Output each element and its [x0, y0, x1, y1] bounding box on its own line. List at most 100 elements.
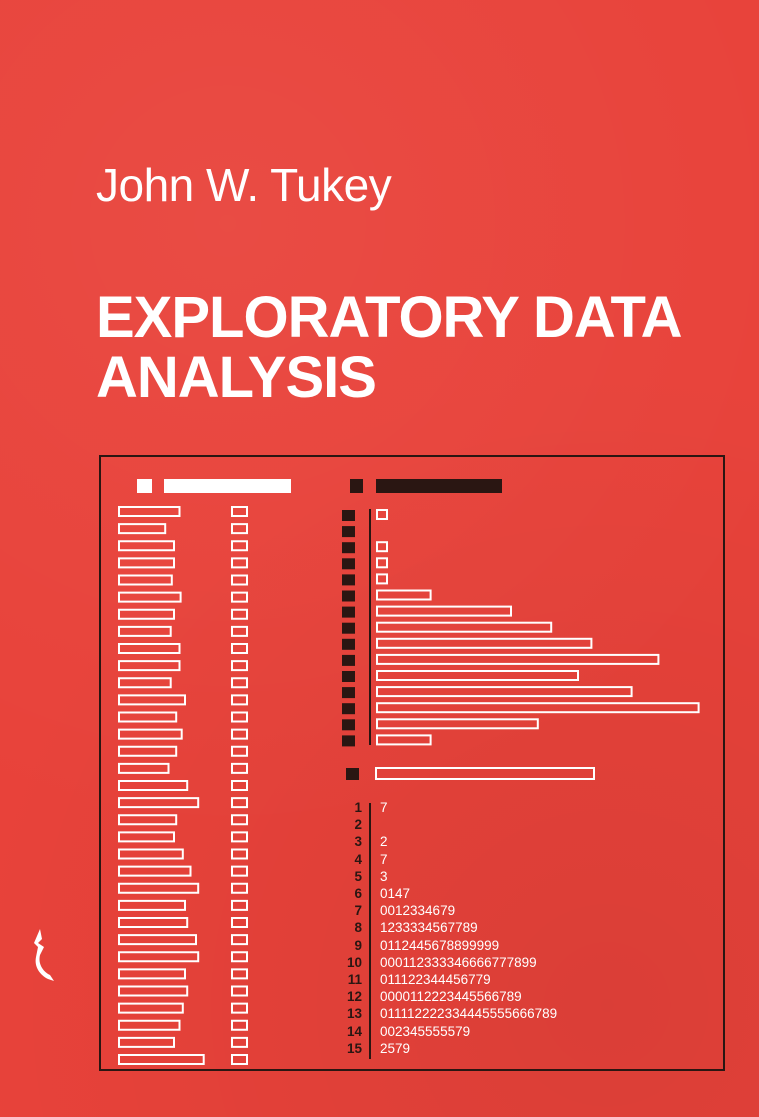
stem-label: 11: [347, 972, 362, 987]
stem-label: 14: [346, 1023, 362, 1039]
left-bar: [118, 523, 167, 535]
left-box: [231, 882, 248, 894]
histogram-marker: [342, 703, 355, 715]
left-bar: [118, 694, 186, 706]
left-bar: [118, 728, 183, 740]
leaf-digits: 002345555579: [380, 1023, 471, 1039]
histogram-bar: [376, 653, 660, 665]
leaf-digits: 0000112223445566789: [380, 989, 522, 1005]
leaf-digits: 2579: [380, 1040, 411, 1056]
histogram-marker: [342, 590, 355, 602]
header-bar-dark: [376, 479, 502, 493]
left-bar: [118, 1019, 181, 1031]
left-box: [231, 1036, 248, 1048]
stem-label: 13: [346, 1006, 362, 1022]
graphic-frame: [99, 455, 725, 1071]
title-line-2: ANALYSIS: [96, 345, 377, 410]
book-title: EXPLORATORY DATA ANALYSIS: [96, 285, 683, 410]
left-bar: [118, 985, 189, 997]
left-box: [231, 797, 248, 809]
left-bar: [118, 711, 178, 723]
leaf-digits: 0112445678899999: [380, 937, 500, 953]
title-line-1: EXPLORATORY DATA: [96, 285, 683, 350]
left-bar: [118, 865, 192, 877]
stem-label: 7: [354, 903, 362, 919]
left-bar: [118, 1054, 205, 1065]
leaf-digits: 1233334567789: [380, 920, 478, 936]
histogram-bar: [376, 509, 388, 520]
left-box: [231, 814, 248, 826]
left-bar: [118, 899, 186, 911]
histogram-bar: [376, 637, 593, 649]
stem-label: 10: [346, 954, 362, 970]
histogram-marker: [342, 606, 355, 618]
histogram-bar: [376, 573, 388, 585]
left-box: [231, 574, 248, 586]
histogram-marker: [342, 526, 355, 538]
left-box: [231, 899, 248, 911]
left-box: [231, 951, 248, 963]
left-bar: [118, 934, 197, 946]
left-box: [231, 625, 248, 637]
left-box: [231, 540, 248, 552]
histogram-bar: [376, 621, 553, 633]
left-bar: [118, 1002, 184, 1014]
stem-label: 1: [354, 800, 362, 815]
left-bar: [118, 882, 200, 894]
left-box: [231, 1054, 248, 1065]
left-bar: [118, 608, 175, 620]
left-box: [231, 523, 248, 535]
author-name: John W. Tukey: [96, 159, 392, 211]
histogram-bar: [376, 686, 633, 698]
histogram-marker: [342, 654, 355, 666]
left-box: [231, 848, 248, 860]
histogram-bar: [376, 734, 432, 746]
leaf-digits: 2: [380, 834, 388, 850]
histogram-bar: [376, 702, 700, 714]
histogram-marker: [342, 638, 355, 650]
left-bar: [118, 848, 184, 860]
leaf-digits: 011112222334445555666789: [380, 1006, 558, 1022]
left-bar: [118, 643, 181, 654]
left-bar: [118, 762, 170, 774]
left-bar: [118, 540, 175, 552]
left-box: [231, 745, 248, 757]
left-box: [231, 608, 248, 620]
leaf-digits: 0147: [380, 886, 411, 901]
leaf-digits: 7: [380, 851, 388, 867]
left-box: [231, 694, 248, 706]
left-bar: [118, 780, 189, 791]
header-square-white: [137, 479, 152, 493]
left-box: [231, 917, 248, 928]
histogram-bar: [376, 557, 388, 569]
histogram-marker: [342, 622, 355, 634]
histogram-marker: [342, 687, 355, 699]
left-bar: [118, 968, 186, 980]
histogram-marker: [342, 735, 355, 747]
left-box: [231, 762, 248, 774]
stem-label: 12: [346, 989, 362, 1005]
left-bar: [118, 557, 175, 569]
left-bar: [118, 831, 175, 843]
header-bar-white: [164, 479, 291, 493]
left-box: [231, 985, 248, 997]
left-box: [231, 711, 248, 723]
left-box: [231, 643, 248, 654]
summary-marker: [346, 768, 359, 780]
stem-label: 6: [354, 886, 362, 901]
stem-label: 8: [354, 920, 362, 936]
left-bar: [118, 797, 200, 809]
left-bar: [118, 506, 181, 517]
left-box: [231, 1019, 248, 1031]
left-box: [231, 968, 248, 980]
histogram-bar: [376, 718, 539, 730]
left-box: [231, 591, 248, 603]
stem-leaf-divider: [369, 803, 371, 1059]
left-bar: [118, 625, 172, 637]
histogram-bar: [376, 589, 432, 601]
stem-label: 2: [354, 817, 362, 833]
leaf-digits: 7: [380, 800, 388, 815]
histogram-bar: [376, 541, 388, 553]
left-bar: [118, 814, 178, 826]
left-box: [231, 660, 248, 672]
